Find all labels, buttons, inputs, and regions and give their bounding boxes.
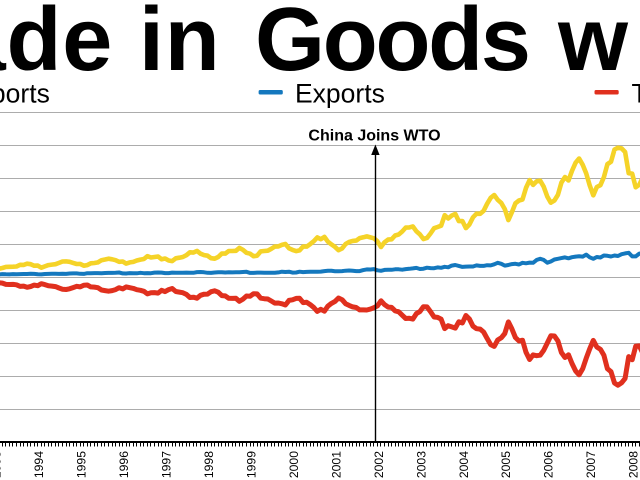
svg-text:2004: 2004 xyxy=(457,451,471,478)
svg-text:1997: 1997 xyxy=(160,451,174,478)
svg-text:Trade in: Trade in xyxy=(0,0,221,90)
svg-text:1995: 1995 xyxy=(75,451,89,478)
svg-text:1999: 1999 xyxy=(245,451,259,478)
svg-text:Exports: Exports xyxy=(295,79,385,109)
svg-text:1994: 1994 xyxy=(32,451,46,478)
svg-text:2006: 2006 xyxy=(542,451,556,478)
svg-text:2003: 2003 xyxy=(414,451,428,478)
svg-text:China Joins WTO: China Joins WTO xyxy=(308,128,440,145)
svg-text:2002: 2002 xyxy=(372,451,386,478)
svg-text:2008: 2008 xyxy=(627,451,640,478)
svg-text:Trade Balance: Trade Balance xyxy=(632,79,640,109)
svg-text:1996: 1996 xyxy=(117,451,131,478)
svg-text:2000: 2000 xyxy=(287,451,301,478)
svg-text:1998: 1998 xyxy=(202,451,216,478)
svg-text:2005: 2005 xyxy=(499,451,513,478)
svg-text:2007: 2007 xyxy=(584,451,598,478)
svg-text:2001: 2001 xyxy=(329,451,343,478)
svg-text:Imports: Imports xyxy=(0,79,50,109)
svg-text:1993: 1993 xyxy=(0,451,4,478)
svg-text:Goods: Goods xyxy=(255,0,529,90)
svg-text:w: w xyxy=(557,0,629,90)
